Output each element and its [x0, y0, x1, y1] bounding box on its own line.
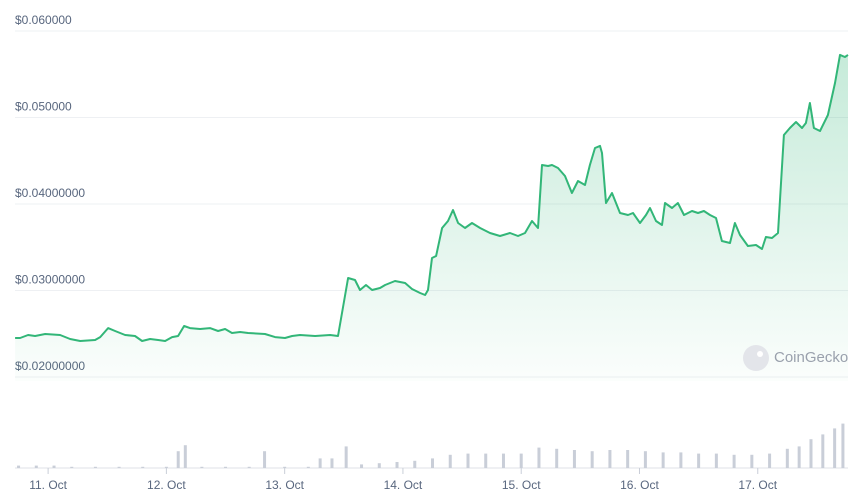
x-tick-label: 12. Oct	[147, 478, 186, 492]
volume-bar	[466, 453, 470, 468]
price-line	[15, 53, 849, 342]
volume-bar	[750, 454, 754, 468]
volume-bar	[732, 454, 736, 468]
volume-bar	[537, 447, 541, 468]
volume-bar	[697, 453, 701, 468]
x-tick-label: 15. Oct	[502, 478, 541, 492]
volume-bar	[52, 465, 56, 468]
volume-bar	[608, 450, 612, 468]
volume-bar	[833, 428, 837, 468]
volume-bar	[714, 453, 718, 468]
x-tick-label: 13. Oct	[265, 478, 304, 492]
volume-bar	[306, 466, 310, 468]
volume-bar	[661, 452, 665, 468]
x-tick-label: 16. Oct	[620, 478, 659, 492]
x-tick-label: 17. Oct	[738, 478, 777, 492]
volume-bar	[785, 448, 789, 468]
volume-bar	[501, 453, 505, 468]
volume-bar	[176, 451, 180, 468]
volume-bar	[809, 439, 813, 468]
volume-bar	[572, 450, 576, 468]
volume-bar	[395, 462, 399, 468]
volume-bar	[555, 448, 559, 468]
volume-bar	[626, 450, 630, 468]
y-tick-label: $0.060000	[15, 13, 72, 27]
y-tick-label: $0.050000	[15, 99, 72, 113]
volume-bar	[643, 451, 647, 468]
price-area	[15, 54, 849, 382]
volume-bar	[768, 453, 772, 468]
volume-bar	[413, 460, 417, 468]
volume-bar	[17, 465, 21, 468]
volume-bar	[679, 452, 683, 468]
volume-bar	[263, 451, 267, 468]
volume-bar	[34, 465, 38, 468]
volume-bar	[164, 466, 168, 468]
volume-bar	[93, 466, 97, 468]
volume-bar	[448, 454, 452, 468]
volume-bar	[431, 458, 435, 468]
watermark: CoinGecko	[774, 349, 848, 366]
volume-bar	[247, 466, 251, 468]
volume-bar	[590, 451, 594, 468]
volume-bar	[318, 458, 322, 468]
volume-bar	[821, 434, 825, 468]
y-tick-label: $0.03000000	[15, 273, 85, 287]
volume-bar	[377, 463, 381, 468]
y-tick-label: $0.04000000	[15, 186, 85, 200]
volume-bar	[330, 458, 334, 468]
volume-bar	[360, 464, 364, 468]
volume-bar	[283, 466, 287, 468]
x-tick-label: 14. Oct	[384, 478, 423, 492]
volume-bar	[70, 466, 74, 468]
volume-bar	[841, 423, 845, 468]
watermark-logo	[743, 345, 769, 371]
volume-bar	[519, 453, 523, 468]
x-tick-label: 11. Oct	[29, 478, 67, 492]
volume-bar	[141, 466, 145, 468]
volume-bar	[797, 446, 801, 468]
volume-bar	[484, 453, 488, 468]
volume-bar	[183, 445, 187, 468]
volume-bar	[200, 466, 204, 468]
volume-bar	[344, 446, 348, 468]
volume-bar	[224, 466, 228, 468]
volume-bar	[117, 466, 121, 468]
